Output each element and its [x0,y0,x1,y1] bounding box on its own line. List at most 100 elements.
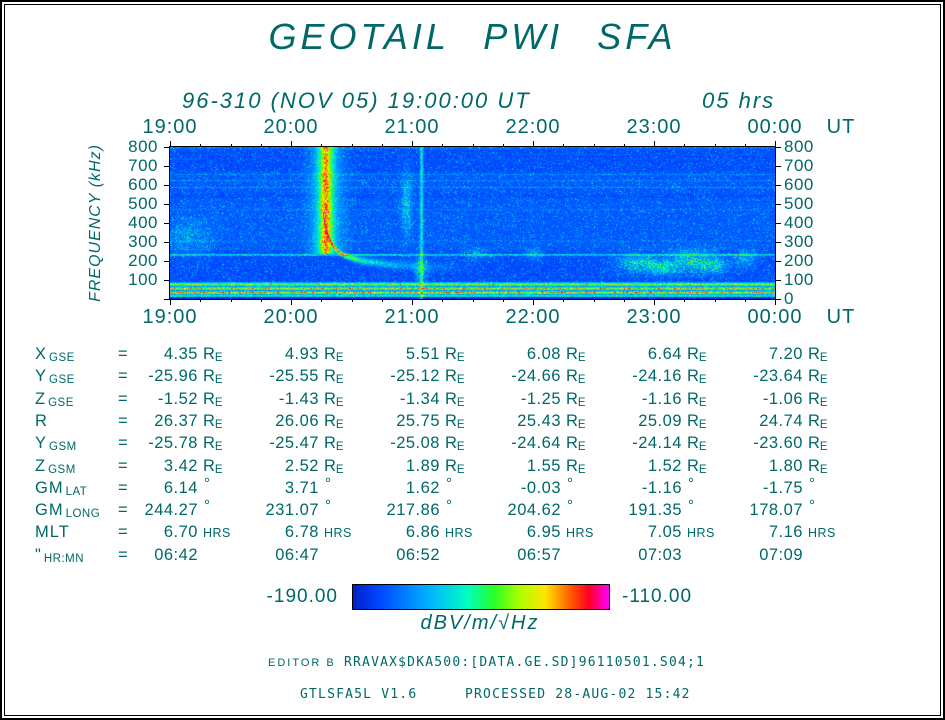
ephemeris-value: 6.86 HRS [326,523,486,545]
ephemeris-unit: ° [803,497,849,520]
tick-mark [291,299,292,305]
ephemeris-number: -1.25 [520,390,561,408]
ephemeris-unit: RE [203,367,223,386]
ephemeris-value: -25.47 RE [205,434,365,456]
ephemeris-value: 6.95 HRS [447,523,607,545]
ephemeris-unit: RE [445,345,465,364]
unit-sub: E [335,397,344,409]
unit-sub: E [819,419,828,431]
ephemeris-number: -1.16 [641,479,682,497]
x-tick-label-top: 00:00 [747,116,803,138]
ephemeris-value: -25.08 RE [326,434,486,456]
page-title: GEOTAIL PWI SFA [268,16,677,57]
equals-sign: = [118,457,128,475]
ephemeris-unit: ° [682,497,728,520]
y-axis-label: FREQUENCY (kHz) [87,144,104,302]
degree-symbol: ° [688,475,694,492]
ephemeris-unit: RE [808,367,828,386]
x-tick-label-bottom: 21:00 [384,306,440,328]
ephemeris-value: 1.62 ° [326,475,486,501]
ephemeris-unit: RE [203,345,223,364]
tick-mark [775,280,781,281]
degree-symbol: ° [204,475,210,492]
tick-mark [714,299,716,302]
tick-mark [200,299,202,302]
equals-sign: = [118,345,128,363]
footer-file-path: RRAVAX$DKA500:[DATA.GE.SD]96110501.S04;1 [344,655,706,670]
equals-sign: = [118,367,128,385]
unit-hrs: HRS [203,526,231,540]
x-tick-label-bottom: 19:00 [142,306,198,328]
ephemeris-number: -1.43 [278,390,319,408]
ephemeris-value: 6.70 HRS [84,523,244,545]
tick-mark [230,299,232,302]
unit-sub: E [577,352,586,364]
colorbar-min-label: -190.00 [266,586,338,607]
ephemeris-number: 2.52 [284,457,319,475]
unit-sub: E [698,374,707,386]
unit-sub: E [456,397,465,409]
ephemeris-number: 5.51 [405,345,440,363]
ephemeris-unit: RE [808,434,828,453]
unit-sub: E [456,464,465,476]
ephemeris-number: 7.16 [768,523,803,541]
ephemeris-number: 1.55 [526,457,561,475]
ephemeris-row-label: GM LONG [35,501,101,520]
footer-editor: EDITOR B [268,657,336,669]
ephemeris-number: 6.70 [163,523,198,541]
ephemeris-number: -25.96 [148,367,198,385]
ephemeris-value: -1.34 RE [326,390,486,412]
degree-symbol: ° [446,497,452,514]
ephemeris-value: 6.78 HRS [205,523,365,545]
unit-sub: E [335,464,344,476]
tick-mark [775,242,781,243]
ephemeris-row-label: Z GSE [35,390,74,409]
ephemeris-unit: HRS [319,523,365,542]
ephemeris-value: 06:42 [84,546,244,568]
ephemeris-value: -0.03 ° [447,475,607,501]
ephemeris-number: -25.47 [269,434,319,452]
tick-mark [472,299,474,302]
degree-symbol: ° [567,475,573,492]
colorbar-unit-label: dBV/m/√Hz [420,612,540,634]
unit-sub: E [214,374,223,386]
tick-mark [351,299,353,302]
ephemeris-number: 217.86 [386,501,440,519]
ephemeris-row-label: R [35,412,48,430]
ephemeris-unit: RE [445,434,465,453]
tick-mark [381,299,383,302]
ephemeris-unit: RE [566,457,586,476]
ephemeris-value: -25.55 RE [205,367,365,389]
ephemeris-row-label-sub: GSM [49,441,77,453]
x-tick-label-top: 20:00 [263,116,319,138]
degree-symbol: ° [567,497,573,514]
y-tick-label-left: 500 [128,194,158,213]
ephemeris-row: Y GSM = -25.78 RE -25.47 RE -25.08 RE -24.64 RE -24… [0,434,945,456]
ephemeris-value: 26.06 RE [205,412,365,434]
unit-sub: E [214,419,223,431]
y-tick-label-left: 800 [128,137,158,156]
ephemeris-unit: ° [440,475,486,498]
tick-mark [623,299,625,302]
tick-mark [775,166,781,167]
unit-hrs: HRS [687,526,715,540]
unit-sub: E [698,397,707,409]
equals-sign: = [118,412,128,430]
ephemeris-unit: HRS [803,523,849,542]
ephemeris-value: -1.16 RE [568,390,728,412]
unit-hrs: HRS [808,526,836,540]
ephemeris-unit: RE [808,390,828,409]
x-axis-unit-bottom: UT [826,306,856,328]
ephemeris-row: GM LAT = 6.14 ° 3.71 ° 1.62 ° -0.03 ° -1.16 ° -1.75 ° [0,475,945,501]
tick-mark [654,299,655,305]
ephemeris-row-label-sub: GSE [48,397,74,409]
ephemeris-number: 07:03 [638,546,682,564]
ephemeris-value: 7.20 RE [689,345,849,367]
ephemeris-number: -1.16 [641,390,682,408]
unit-sub: E [698,464,707,476]
ephemeris-number: 244.27 [144,501,198,519]
ephemeris-value: 24.74 RE [689,412,849,434]
unit-sub: E [214,464,223,476]
ephemeris-number: 25.75 [396,412,440,430]
ephemeris-value: -23.60 RE [689,434,849,456]
